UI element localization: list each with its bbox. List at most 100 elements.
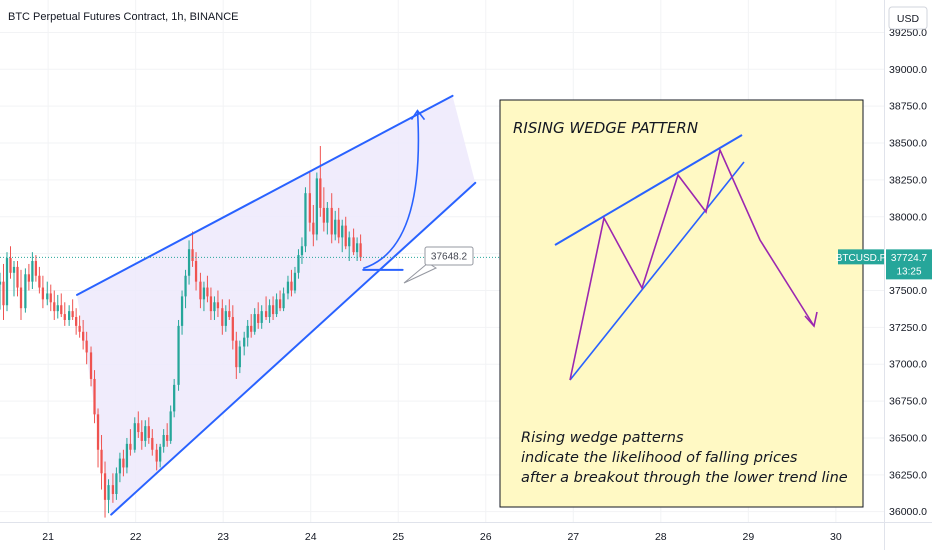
- candle-body: [337, 219, 340, 238]
- x-tick-labels: 21 22 23 24 25 26 27 28 29 30: [42, 531, 842, 543]
- candle-body: [271, 305, 275, 315]
- candle-body: [103, 473, 107, 500]
- candle-body: [264, 311, 268, 318]
- candle-body: [322, 207, 325, 223]
- candle-body: [228, 311, 231, 318]
- candle-body: [334, 219, 337, 235]
- candle-body: [355, 243, 359, 253]
- candle-body: [53, 302, 56, 312]
- candle-body: [221, 308, 224, 326]
- candle-body: [0, 281, 2, 285]
- candle-body: [78, 325, 81, 332]
- candle-body: [268, 305, 271, 318]
- x-tick-label: 30: [830, 531, 842, 543]
- y-tick-label: 39000.0: [889, 64, 927, 76]
- candle-body: [159, 446, 162, 462]
- symbol-badge: BTCUSD.P: [836, 249, 887, 265]
- price-callout[interactable]: 37648.2: [403, 246, 474, 284]
- candle-body: [166, 435, 169, 441]
- x-tick-label: 24: [305, 531, 317, 543]
- lower-trend-line[interactable]: [110, 181, 477, 516]
- y-tick-label: 37250.0: [889, 322, 927, 334]
- note-line: indicate the likelihood of falling price…: [521, 450, 798, 466]
- candle-body: [12, 266, 16, 273]
- candle-body: [293, 272, 297, 291]
- candle-body: [330, 207, 333, 235]
- y-tick-label: 37500.0: [889, 285, 927, 297]
- time-axis[interactable]: [0, 522, 884, 550]
- candle-body: [235, 340, 238, 368]
- candle-body: [68, 311, 71, 320]
- candle-body: [89, 352, 93, 379]
- candle-body: [253, 314, 256, 332]
- y-tick-label: 38500.0: [889, 138, 927, 150]
- candle-body: [151, 437, 154, 450]
- candle-body: [297, 255, 300, 273]
- candle-body: [257, 314, 260, 323]
- candle-body: [319, 178, 322, 208]
- candle-body: [133, 423, 136, 450]
- candle-body: [282, 293, 285, 309]
- candle-body: [71, 311, 74, 318]
- candle-body: [213, 302, 216, 312]
- last-price-value: 37724.7: [891, 253, 928, 264]
- x-tick-label: 23: [217, 531, 229, 543]
- sketch-lower-line: [569, 161, 745, 381]
- candle-body: [118, 458, 122, 474]
- candle-body: [304, 193, 307, 247]
- candle-body: [199, 281, 202, 300]
- candle-body: [111, 485, 115, 494]
- candle-body: [352, 237, 355, 253]
- candle-body: [290, 281, 293, 291]
- candle-body: [60, 305, 63, 315]
- note-box[interactable]: RISING WEDGE PATTERN Rising wedge patter…: [499, 99, 864, 508]
- candle-layer: [0, 145, 362, 518]
- candle-body: [286, 281, 290, 294]
- candle-body: [19, 287, 23, 309]
- callout-value: 37648.2: [431, 252, 468, 263]
- candle-body: [155, 449, 158, 462]
- projection-arrow[interactable]: [362, 110, 420, 270]
- candle-body: [140, 432, 143, 441]
- candle-body: [63, 314, 66, 320]
- note-title: RISING WEDGE PATTERN: [513, 119, 698, 137]
- candle-body: [278, 299, 282, 309]
- candle-body: [194, 261, 198, 282]
- candle-body: [250, 325, 253, 332]
- y-tick-label: 38250.0: [889, 174, 927, 186]
- candle-body: [216, 302, 220, 309]
- candle-body: [5, 258, 9, 306]
- candle-body: [359, 243, 362, 258]
- pattern-sketch: [554, 134, 818, 381]
- candle-body: [137, 423, 140, 433]
- candle-body: [96, 414, 100, 450]
- upper-trend-line[interactable]: [76, 94, 454, 296]
- x-tick-label: 21: [42, 531, 54, 543]
- candle-body: [115, 473, 118, 494]
- candle-body: [49, 293, 52, 303]
- y-tick-label: 36000.0: [889, 506, 927, 518]
- x-tick-label: 25: [392, 531, 404, 543]
- candle-body: [206, 287, 209, 297]
- candle-body: [187, 249, 191, 276]
- candle-body: [82, 331, 85, 341]
- candle-body: [100, 449, 103, 474]
- y-tick-label: 36500.0: [889, 432, 927, 444]
- candle-body: [191, 249, 194, 261]
- currency-button[interactable]: USD: [888, 6, 928, 30]
- bar-countdown: 13:25: [896, 266, 921, 277]
- candle-body: [315, 178, 318, 235]
- candle-body: [209, 296, 213, 312]
- candle-body: [2, 281, 5, 306]
- y-tick-label: 38750.0: [889, 101, 927, 113]
- drawing-layer[interactable]: [76, 94, 477, 516]
- note-background: [499, 99, 864, 508]
- candle-body: [180, 296, 184, 326]
- candle-body: [348, 237, 351, 247]
- candle-body: [177, 325, 180, 385]
- symbol-label: BTCUSD.P: [836, 253, 887, 264]
- candle-body: [75, 317, 78, 326]
- candle-body: [326, 207, 329, 223]
